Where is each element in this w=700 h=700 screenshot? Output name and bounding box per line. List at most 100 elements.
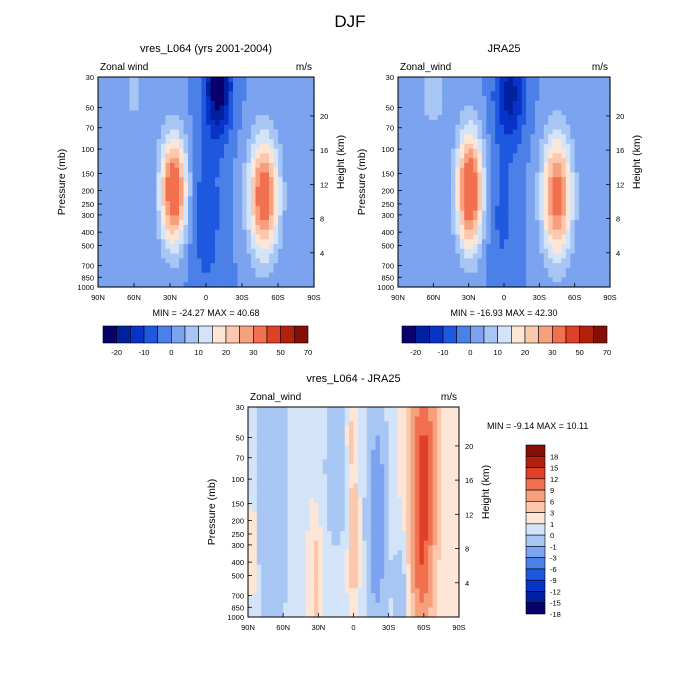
field-cell bbox=[111, 248, 117, 255]
field-cell bbox=[401, 449, 407, 456]
field-cell bbox=[450, 430, 456, 437]
field-cell bbox=[125, 196, 131, 202]
field-cell bbox=[402, 119, 408, 126]
field-cell bbox=[183, 100, 189, 107]
field-cell bbox=[517, 153, 523, 159]
field-cell bbox=[102, 182, 108, 188]
field-cell bbox=[116, 229, 122, 236]
field-cell bbox=[486, 186, 492, 193]
field-cell bbox=[490, 167, 496, 174]
field-cell bbox=[530, 167, 536, 174]
field-cell bbox=[246, 248, 252, 255]
field-cell bbox=[192, 191, 198, 197]
field-cell bbox=[134, 272, 140, 279]
field-cell bbox=[125, 77, 131, 83]
field-cell bbox=[596, 196, 602, 202]
field-cell bbox=[441, 421, 447, 427]
field-cell bbox=[129, 100, 135, 107]
field-cell bbox=[252, 435, 258, 442]
field-cell bbox=[468, 91, 474, 97]
field-cell bbox=[433, 115, 439, 121]
field-cell bbox=[269, 201, 275, 207]
field-cell bbox=[561, 253, 567, 259]
field-cell bbox=[473, 124, 479, 131]
field-cell bbox=[129, 229, 135, 236]
field-cell bbox=[107, 167, 113, 174]
field-cell bbox=[366, 449, 372, 456]
field-cell bbox=[477, 105, 483, 112]
field-cell bbox=[539, 267, 545, 274]
field-cell bbox=[366, 430, 372, 437]
field-cell bbox=[291, 267, 297, 274]
field-cell bbox=[534, 124, 540, 131]
field-cell bbox=[98, 119, 104, 126]
field-cell bbox=[402, 253, 408, 259]
field-cell bbox=[256, 469, 262, 475]
field-cell bbox=[362, 430, 368, 437]
field-cell bbox=[201, 258, 207, 264]
field-cell bbox=[174, 81, 180, 88]
field-cell bbox=[596, 96, 602, 102]
field-cell bbox=[331, 454, 337, 461]
field-cell bbox=[504, 148, 510, 154]
field-cell bbox=[388, 440, 394, 446]
field-cell bbox=[278, 110, 284, 116]
field-cell bbox=[543, 234, 549, 240]
field-cell bbox=[143, 220, 149, 226]
field-cell bbox=[441, 464, 447, 470]
field-cell bbox=[291, 177, 297, 183]
field-cell bbox=[437, 426, 443, 432]
field-cell bbox=[424, 277, 430, 283]
field-cell bbox=[224, 229, 230, 236]
field-cell bbox=[473, 267, 479, 274]
field-cell bbox=[410, 440, 416, 446]
field-cell bbox=[246, 191, 252, 197]
field-cell bbox=[125, 215, 131, 221]
field-cell bbox=[517, 244, 523, 250]
field-cell bbox=[455, 234, 461, 240]
field-cell bbox=[305, 426, 311, 432]
y-tick-label: 250 bbox=[381, 200, 394, 209]
field-cell bbox=[246, 177, 252, 183]
field-cell bbox=[450, 445, 456, 451]
field-cell bbox=[344, 449, 350, 456]
field-cell bbox=[473, 282, 479, 288]
field-cell bbox=[219, 81, 225, 88]
field-cell bbox=[197, 134, 203, 140]
field-cell bbox=[278, 272, 284, 279]
field-cell bbox=[415, 110, 421, 116]
field-cell bbox=[446, 91, 452, 97]
field-cell bbox=[362, 435, 368, 442]
field-cell bbox=[165, 162, 171, 169]
field-cell bbox=[309, 143, 315, 150]
field-cell bbox=[252, 459, 258, 465]
field-cell bbox=[596, 153, 602, 159]
field-cell bbox=[428, 430, 434, 437]
field-cell bbox=[152, 100, 158, 107]
field-cell bbox=[517, 119, 523, 126]
field-cell bbox=[278, 124, 284, 131]
field-cell bbox=[161, 224, 167, 231]
field-cell bbox=[592, 182, 598, 188]
field-cell bbox=[322, 421, 328, 427]
field-cell bbox=[296, 205, 302, 212]
field-cell bbox=[574, 115, 580, 121]
field-cell bbox=[129, 134, 135, 140]
field-cell bbox=[264, 201, 270, 207]
field-cell bbox=[561, 186, 567, 193]
field-cell bbox=[512, 191, 518, 197]
field-cell bbox=[512, 258, 518, 264]
field-cell bbox=[255, 196, 261, 202]
field-cell bbox=[152, 77, 158, 83]
field-cell bbox=[264, 148, 270, 154]
field-cell bbox=[147, 239, 153, 245]
y-tick-label: 700 bbox=[381, 262, 394, 271]
field-cell bbox=[233, 139, 239, 145]
field-cell bbox=[309, 172, 315, 178]
field-cell bbox=[102, 119, 108, 126]
field-cell bbox=[269, 239, 275, 245]
field-cell bbox=[548, 86, 554, 92]
field-cell bbox=[420, 234, 426, 240]
field-cell bbox=[455, 177, 461, 183]
field-cell bbox=[210, 167, 216, 174]
